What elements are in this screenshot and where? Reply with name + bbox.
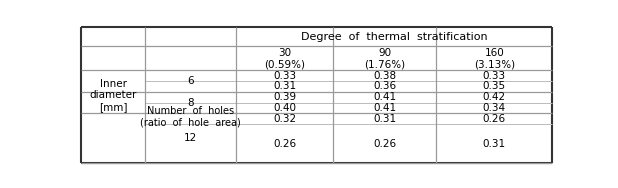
Text: 0.26: 0.26 (373, 139, 396, 149)
Text: 0.35: 0.35 (483, 81, 506, 92)
Text: Number  of  holes
(ratio  of  hole  area): Number of holes (ratio of hole area) (140, 106, 241, 128)
Text: 0.41: 0.41 (373, 103, 396, 113)
Text: 160
(3.13%): 160 (3.13%) (473, 48, 515, 69)
Text: 0.31: 0.31 (373, 114, 396, 124)
Text: 0.36: 0.36 (373, 81, 396, 92)
Text: 0.40: 0.40 (273, 103, 296, 113)
Text: 0.38: 0.38 (373, 71, 396, 81)
Text: 0.41: 0.41 (373, 92, 396, 102)
Text: 0.26: 0.26 (483, 114, 506, 124)
Text: 0.39: 0.39 (273, 92, 296, 102)
Text: 0.26: 0.26 (273, 139, 296, 149)
Text: 90
(1.76%): 90 (1.76%) (364, 48, 405, 69)
Text: 0.33: 0.33 (483, 71, 506, 81)
Text: Inner
diameter
[mm]: Inner diameter [mm] (90, 79, 137, 112)
Text: 30
(0.59%): 30 (0.59%) (264, 48, 305, 69)
Text: 8: 8 (187, 98, 194, 108)
Text: 0.32: 0.32 (273, 114, 296, 124)
Text: 12: 12 (184, 133, 197, 143)
Text: 0.31: 0.31 (273, 81, 296, 92)
Text: Degree  of  thermal  stratification: Degree of thermal stratification (301, 32, 488, 42)
Text: 0.42: 0.42 (483, 92, 506, 102)
Text: 0.33: 0.33 (273, 71, 296, 81)
Text: 0.31: 0.31 (483, 139, 506, 149)
Text: 6: 6 (187, 76, 194, 86)
Text: 0.34: 0.34 (483, 103, 506, 113)
